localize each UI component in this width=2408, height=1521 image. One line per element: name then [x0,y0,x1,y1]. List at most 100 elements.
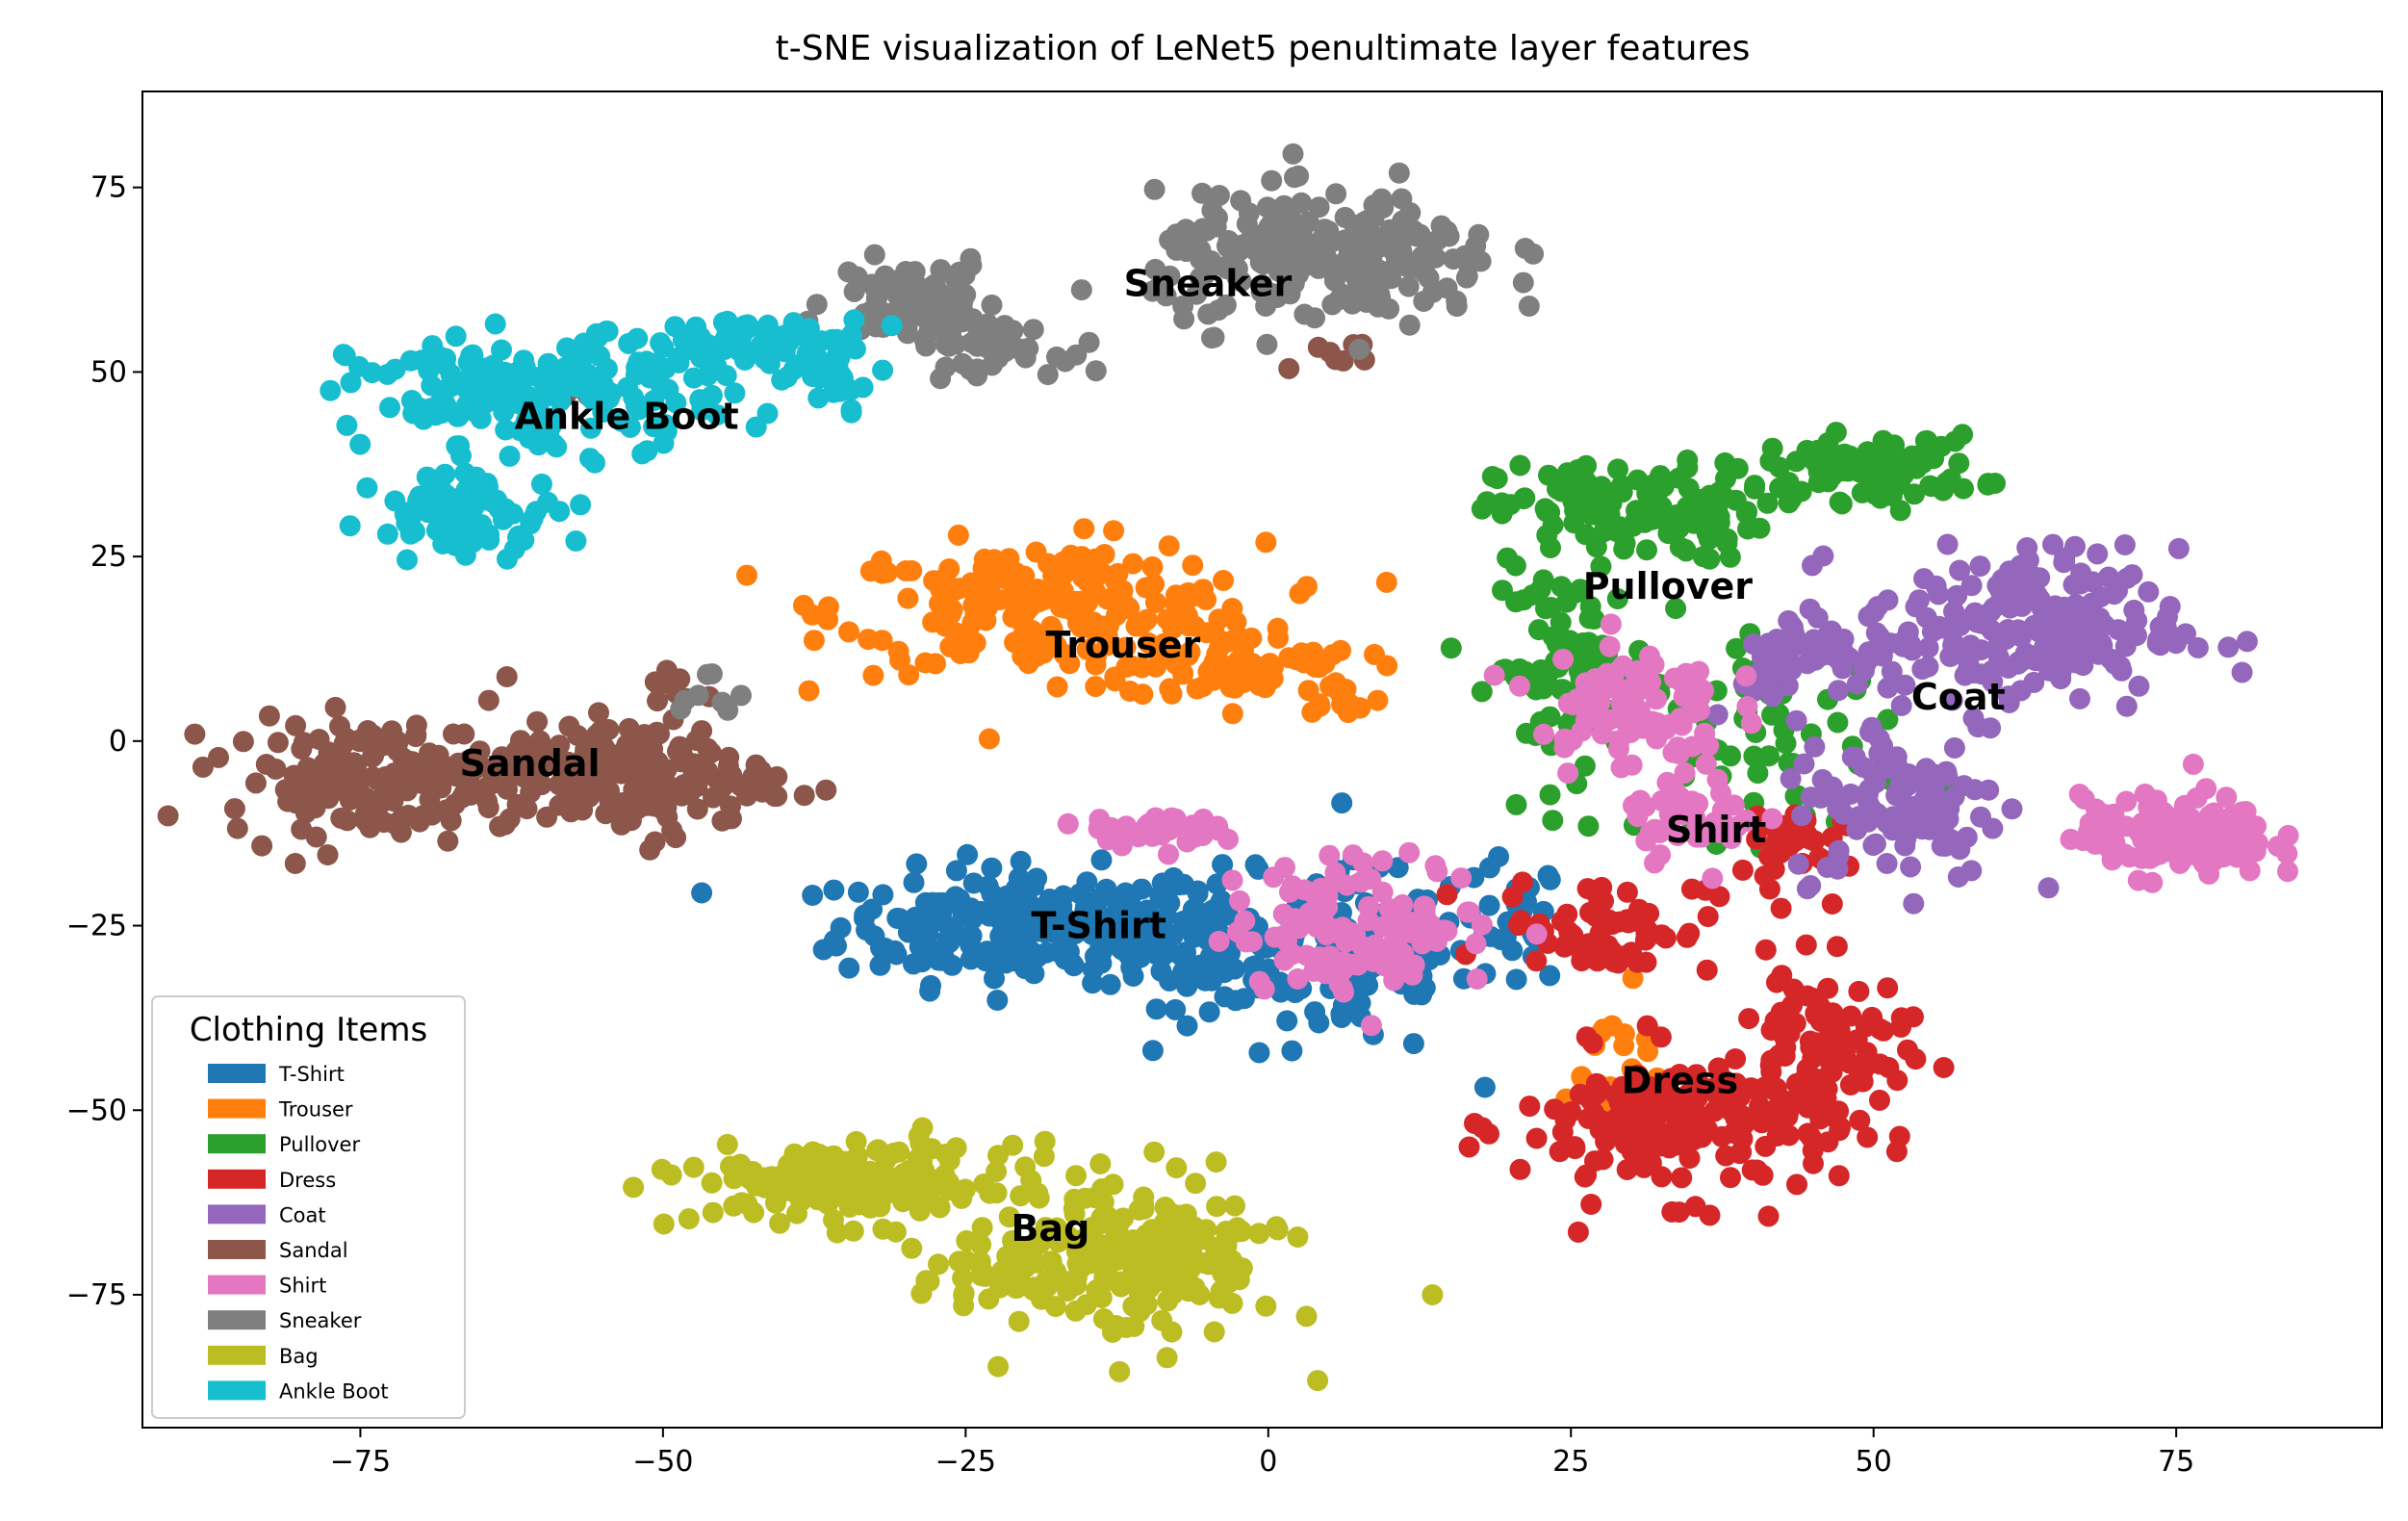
scatter-point [1161,1321,1183,1343]
scatter-point [828,1171,850,1193]
scatter-point [2069,573,2091,595]
scatter-point [844,338,866,360]
scatter-point [1256,196,1278,219]
scatter-point [1827,711,1849,734]
scatter-point [496,666,518,687]
scatter-point [830,364,852,386]
scatter-point [491,339,512,361]
scatter-point [1564,1138,1586,1160]
y-tick-label: 50 [90,355,127,389]
scatter-point [647,690,668,712]
scatter-point [628,351,650,374]
scatter-point [1599,503,1621,526]
scatter-point [1524,679,1547,701]
scatter-point [1395,216,1417,238]
scatter-point [2001,798,2023,820]
scatter-point [1129,1301,1151,1323]
scatter-point [251,835,273,857]
scatter-point [874,937,896,959]
scatter-point [1782,978,1805,1000]
scatter-point [1208,930,1230,952]
scatter-point [1471,914,1493,936]
scatter-point [981,294,1003,316]
scatter-point [1897,621,1919,643]
scatter-point [2167,537,2190,559]
scatter-point [1378,297,1400,320]
scatter-point [1832,460,1854,482]
scatter-point [1622,515,1644,537]
scatter-point [1104,889,1126,911]
scatter-point [918,295,940,317]
scatter-point [1235,931,1257,953]
scatter-point [691,882,713,904]
scatter-point [1325,183,1347,205]
scatter-point [1764,1010,1786,1032]
scatter-point [1720,1167,1741,1189]
scatter-point [1612,655,1634,677]
scatter-point [653,337,675,358]
scatter-point [1033,1146,1055,1168]
scatter-point [1699,1204,1721,1226]
scatter-point [1509,675,1530,697]
scatter-point [1849,1109,1871,1131]
scatter-point [1022,941,1043,964]
scatter-point [1912,443,1934,465]
scatter-point [979,572,1001,594]
scatter-point [745,754,767,776]
scatter-point [1189,967,1211,989]
scatter-point [1156,1347,1178,1369]
scatter-point [2054,596,2075,618]
scatter-point [1815,1067,1837,1089]
scatter-point [1960,860,1983,882]
scatter-point [1696,489,1718,511]
scatter-point [997,556,1019,579]
scatter-point [1881,660,1903,683]
scatter-point [1677,456,1699,478]
scatter-point [2081,592,2103,614]
scatter-point [1605,1084,1627,1106]
scatter-point [1643,473,1665,495]
scatter-point [1860,797,1883,819]
scatter-point [1821,893,1843,915]
scatter-point [244,772,267,794]
scatter-point [691,720,713,742]
scatter-point [1857,1126,1879,1148]
scatter-point [1352,852,1374,874]
scatter-point [1791,805,1813,827]
scatter-point [333,733,355,755]
scatter-point [1519,1096,1541,1118]
scatter-point [1185,1173,1207,1195]
scatter-point [499,808,521,830]
scatter-point [1822,1002,1844,1024]
scatter-point [1073,518,1095,540]
scatter-point [1303,251,1325,273]
scatter-point [1224,990,1246,1012]
scatter-point [1785,709,1807,732]
scatter-point [2088,643,2110,665]
legend-entry-label: T-Shirt [278,1063,345,1086]
scatter-point [1333,920,1355,942]
scatter-point [1593,521,1615,543]
scatter-point [1082,959,1104,980]
scatter-point [1685,1064,1707,1086]
scatter-point [917,1189,939,1211]
scatter-point [1780,488,1803,510]
scatter-point [1539,965,1561,987]
scatter-point [1176,605,1198,627]
scatter-point [962,872,985,894]
scatter-point [1145,998,1167,1020]
scatter-point [785,1182,807,1204]
scatter-point [2069,687,2090,709]
scatter-point [2128,675,2150,697]
scatter-point [1743,745,1765,767]
series-sandal [157,333,1375,874]
scatter-point [436,799,458,821]
scatter-point [1365,934,1386,956]
scatter-point [1841,746,1863,768]
scatter-point [1092,615,1114,637]
scatter-point [1872,429,1894,451]
scatter-point [478,528,500,551]
scatter-point [308,729,330,750]
scatter-point [618,332,640,354]
scatter-point [588,702,609,724]
